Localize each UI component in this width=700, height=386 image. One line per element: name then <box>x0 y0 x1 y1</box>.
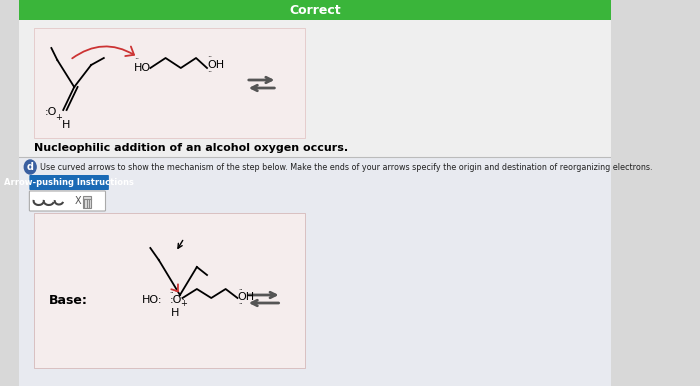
Text: H: H <box>62 120 70 130</box>
Text: ··: ·· <box>169 290 174 296</box>
Text: ··: ·· <box>238 287 242 293</box>
Text: Arrow-pushing Instructions: Arrow-pushing Instructions <box>4 178 134 187</box>
Text: :O·: :O· <box>170 295 186 305</box>
Text: Use curved arrows to show the mechanism of the step below. Make the ends of your: Use curved arrows to show the mechanism … <box>39 163 652 171</box>
Bar <box>83 196 91 208</box>
Bar <box>34 213 305 368</box>
Text: :O: :O <box>46 107 57 117</box>
Text: HO:: HO: <box>142 295 162 305</box>
Text: d: d <box>27 162 34 172</box>
Text: H: H <box>171 308 179 318</box>
Bar <box>19 20 611 165</box>
FancyArrowPatch shape <box>72 46 134 58</box>
Text: OH: OH <box>207 60 224 70</box>
Text: ··: ·· <box>207 54 212 63</box>
Text: X: X <box>75 196 82 206</box>
Text: +: + <box>55 113 62 122</box>
Text: ··: ·· <box>134 56 139 64</box>
Bar <box>19 0 611 20</box>
Text: OH: OH <box>237 292 255 302</box>
Text: HO: HO <box>134 63 151 73</box>
Text: Base:: Base: <box>49 293 88 306</box>
Text: Correct: Correct <box>290 3 341 17</box>
FancyBboxPatch shape <box>29 175 109 190</box>
Bar <box>19 157 611 386</box>
Text: ··: ·· <box>238 301 242 307</box>
Text: +: + <box>180 298 187 308</box>
FancyArrowPatch shape <box>172 284 178 291</box>
Text: Nucleophilic addition of an alcohol oxygen occurs.: Nucleophilic addition of an alcohol oxyg… <box>34 143 349 153</box>
FancyBboxPatch shape <box>29 191 106 211</box>
Text: ··: ·· <box>207 68 212 78</box>
Bar <box>34 28 305 138</box>
Circle shape <box>25 160 36 174</box>
